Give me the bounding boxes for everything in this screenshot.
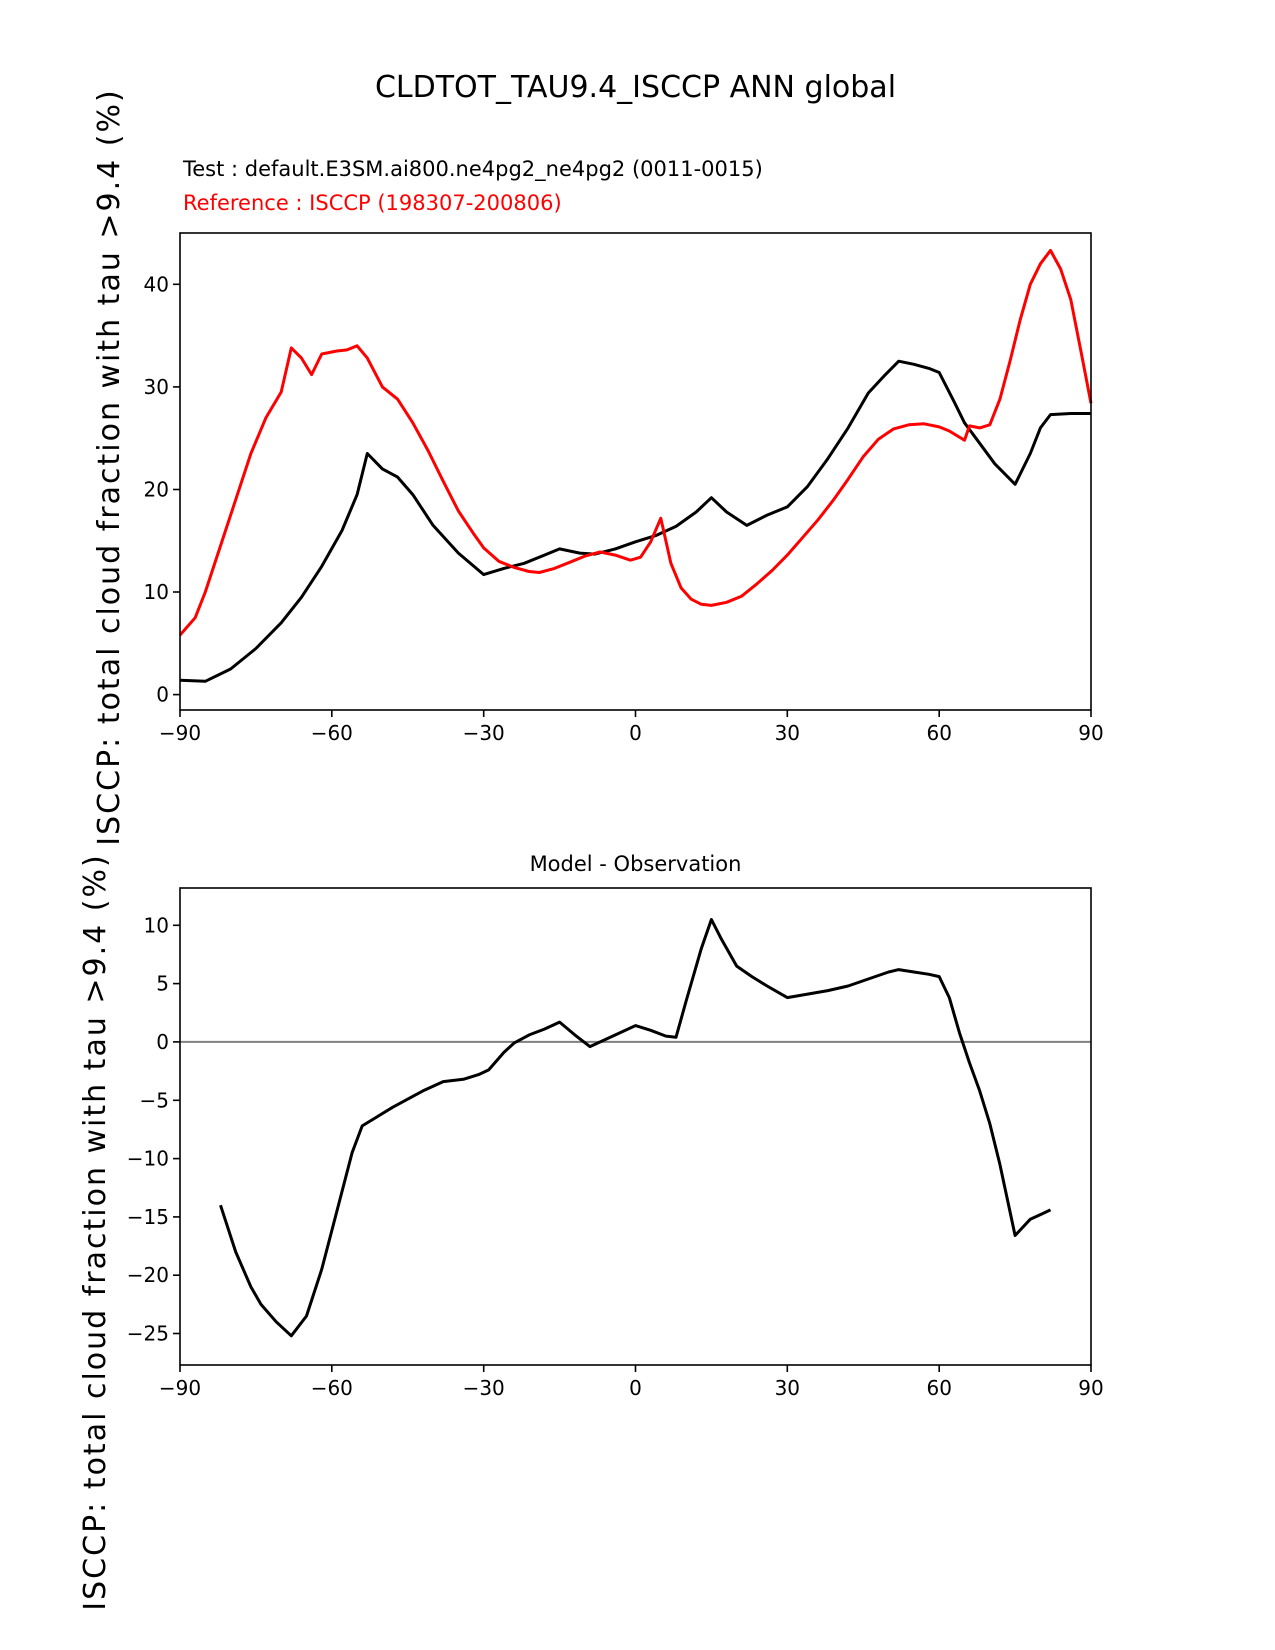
x-tick-label: 60: [926, 1376, 951, 1400]
reference-series-line: [178, 248, 1093, 637]
x-tick-label: −60: [311, 721, 353, 745]
difference-series-line: [219, 918, 1052, 1338]
y-tick-label: 30: [144, 375, 169, 399]
x-tick-label: 60: [926, 721, 951, 745]
x-tick-label: 90: [1078, 721, 1103, 745]
y-tick-label: 0: [156, 1030, 169, 1054]
x-tick-label: 30: [775, 1376, 800, 1400]
top-chart: −90 −60 −30 0 30 60 90 0 10 20 30 40: [144, 232, 1104, 745]
y-tick-label: 10: [144, 580, 169, 604]
x-tick-label: 90: [1078, 1376, 1103, 1400]
y-tick-label: −10: [127, 1147, 169, 1171]
diff-chart: −90 −60 −30 0 30 60 90 10 5 0 −5 −10 −15 −20 −25: [127, 887, 1104, 1400]
chart-title: CLDTOT_TAU9.4_ISCCP ANN global: [374, 70, 897, 105]
y-tick-label: −5: [140, 1088, 169, 1112]
x-tick-label: −60: [311, 1376, 353, 1400]
y-tick-label: 0: [156, 683, 169, 707]
y-tick-label: 10: [144, 913, 169, 937]
axes-border: [179, 887, 1092, 1366]
test-series-label: Test : default.E3SM.ai800.ne4pg2_ne4pg2 …: [183, 157, 763, 181]
reference-series-label: Reference : ISCCP (198307-200806): [183, 191, 562, 215]
diff-chart-title: Model - Observation: [529, 852, 742, 876]
x-tick-label: 0: [629, 721, 642, 745]
y-tick-label: −20: [127, 1263, 169, 1287]
y-tick-label: 5: [156, 972, 169, 996]
y-tick-label: −15: [127, 1205, 169, 1229]
x-tick-label: 0: [629, 1376, 642, 1400]
x-tick-label: −90: [159, 721, 201, 745]
x-tick-label: −30: [463, 1376, 505, 1400]
x-tick-label: −30: [463, 721, 505, 745]
y-tick-label: 20: [144, 478, 169, 502]
test-series-line: [179, 359, 1091, 683]
x-tick-label: −90: [159, 1376, 201, 1400]
y-tick-label: −25: [127, 1322, 169, 1346]
x-tick-label: 30: [775, 721, 800, 745]
axes-border: [179, 232, 1092, 711]
y-tick-label: 40: [144, 272, 169, 296]
